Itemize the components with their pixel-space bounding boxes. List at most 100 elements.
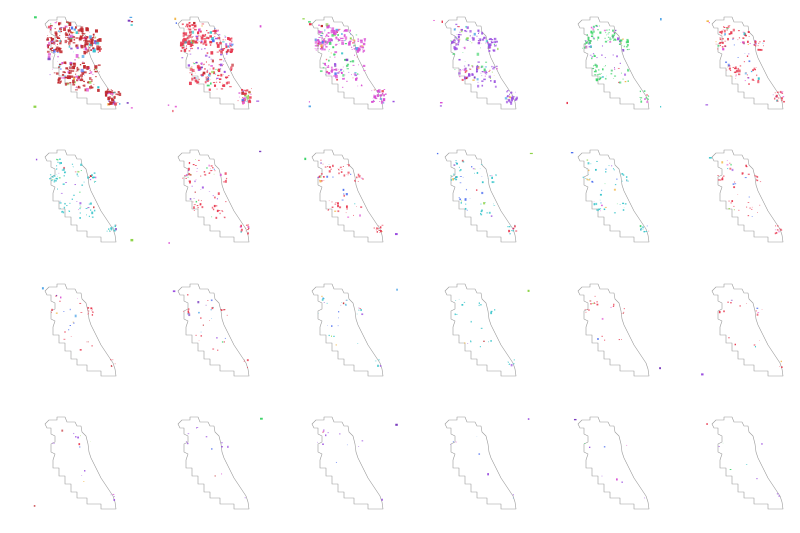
cluster-mark xyxy=(606,34,608,36)
cluster-mark xyxy=(211,306,214,309)
cluster-mark xyxy=(316,39,319,42)
cluster-mark xyxy=(230,44,234,47)
cluster-mark xyxy=(87,81,89,84)
city-boundary-outline xyxy=(577,283,650,376)
cluster-mark xyxy=(190,48,192,50)
cluster-mark xyxy=(452,53,455,55)
cluster-mark xyxy=(97,88,100,92)
cluster-mark xyxy=(212,167,214,169)
cluster-mark xyxy=(87,207,90,209)
cluster-mark xyxy=(214,205,216,208)
cluster-mark xyxy=(247,94,250,97)
cluster-mark xyxy=(584,308,586,310)
cluster-mark xyxy=(183,37,186,41)
cluster-mark xyxy=(69,82,72,84)
cluster-mark xyxy=(748,36,750,37)
cluster-mark xyxy=(198,35,200,37)
cluster-mark xyxy=(734,75,736,77)
cluster-mark xyxy=(491,65,493,68)
cluster-mark xyxy=(507,361,509,362)
cluster-mark xyxy=(613,303,615,306)
cluster-mark xyxy=(345,58,348,62)
cluster-mark xyxy=(455,23,458,26)
cluster-mark xyxy=(221,308,223,311)
cluster-mark xyxy=(345,212,347,214)
cluster-mark xyxy=(77,176,79,177)
cluster-mark xyxy=(753,44,755,46)
cluster-mark xyxy=(246,89,249,92)
cluster-mark xyxy=(380,100,384,104)
cluster-mark xyxy=(321,431,324,433)
outlier-cluster-mark xyxy=(706,20,709,23)
cluster-mark xyxy=(356,49,359,53)
cluster-mark xyxy=(248,228,250,230)
cluster-mark xyxy=(116,93,119,96)
cluster-mark xyxy=(464,29,466,32)
cluster-mark xyxy=(376,95,378,97)
cluster-mark xyxy=(489,80,492,82)
cluster-mark xyxy=(241,88,244,91)
cluster-mark xyxy=(55,294,58,296)
cluster-mark xyxy=(454,178,456,180)
cluster-mark xyxy=(206,435,208,438)
cluster-mark xyxy=(94,65,98,69)
cluster-mark xyxy=(780,99,783,101)
cluster-mark xyxy=(221,441,223,444)
cluster-mark xyxy=(64,82,68,86)
cluster-mark xyxy=(212,59,215,63)
cluster-mark xyxy=(327,35,329,37)
cluster-mark xyxy=(734,66,737,68)
cluster-mark xyxy=(467,64,470,67)
cluster-mark xyxy=(224,216,226,219)
cluster-mark xyxy=(751,216,753,217)
cluster-mark xyxy=(481,181,484,184)
cluster-mark xyxy=(346,444,348,445)
cluster-mark xyxy=(374,360,377,361)
cluster-mark xyxy=(588,169,590,172)
cluster-mark xyxy=(322,45,324,47)
cluster-mark xyxy=(182,32,186,35)
cluster-mark xyxy=(610,306,612,308)
cluster-mark xyxy=(352,45,355,47)
cluster-mark xyxy=(89,179,92,181)
cluster-mark xyxy=(221,48,225,51)
cluster-mark xyxy=(619,40,621,42)
cluster-mark xyxy=(187,310,190,312)
cluster-mark xyxy=(325,71,327,74)
cluster-mark xyxy=(49,24,53,27)
cluster-mark xyxy=(462,161,465,163)
cluster-mark xyxy=(609,41,612,43)
cluster-mark xyxy=(88,203,91,205)
cluster-mark xyxy=(186,46,187,48)
cluster-mark xyxy=(112,493,115,495)
cluster-mark xyxy=(760,48,763,51)
cluster-mark xyxy=(472,37,475,40)
cluster-mark xyxy=(243,92,245,94)
cluster-mark xyxy=(331,34,334,37)
cluster-mark xyxy=(614,67,616,69)
cluster-mark xyxy=(352,215,354,217)
cluster-mark xyxy=(80,78,84,82)
cluster-mark xyxy=(198,69,200,71)
cluster-mark xyxy=(56,165,58,167)
cluster-mark xyxy=(379,94,382,97)
cluster-mark xyxy=(220,68,222,70)
cluster-mark xyxy=(759,181,761,183)
cluster-mark xyxy=(74,26,77,29)
map-panel-17 xyxy=(577,283,662,376)
cluster-mark xyxy=(50,178,52,180)
cluster-mark xyxy=(600,202,602,204)
cluster-mark xyxy=(600,199,601,201)
cluster-mark xyxy=(182,23,185,25)
cluster-mark xyxy=(208,56,211,58)
cluster-mark xyxy=(246,225,248,226)
cluster-mark xyxy=(726,168,728,170)
cluster-mark xyxy=(460,28,463,31)
outlier-cluster-mark xyxy=(394,233,398,236)
cluster-mark xyxy=(356,342,358,344)
cluster-mark xyxy=(719,31,722,33)
cluster-mark xyxy=(377,230,379,231)
cluster-mark xyxy=(644,497,646,499)
cluster-mark xyxy=(49,74,51,76)
cluster-mark xyxy=(729,164,732,166)
